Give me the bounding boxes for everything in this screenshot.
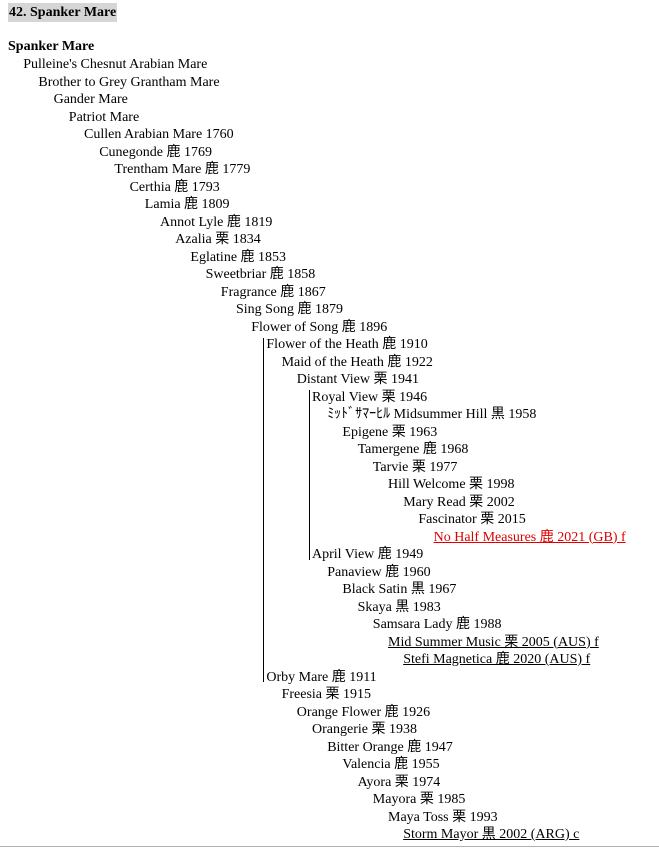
branch-line-flower-of-song	[263, 338, 264, 682]
pedigree-row: Eglatine 鹿 1853	[190, 249, 287, 265]
pedigree-row: Orby Mare 鹿 1911	[266, 669, 377, 685]
descendant-link[interactable]: Storm Mayor 黒 2002 (ARG) c	[403, 827, 580, 842]
pedigree-row: Flower of Song 鹿 1896	[251, 319, 388, 335]
pedigree-row: Trentham Mare 鹿 1779	[114, 162, 251, 177]
pedigree-row: Brother to Grey Grantham Mare	[38, 74, 220, 90]
pedigree-row: Sweetbriar 鹿 1858	[205, 267, 316, 282]
pedigree-row: Maya Toss 栗 1993	[388, 809, 498, 825]
pedigree-row: Hill Welcome 栗 1998	[388, 477, 515, 492]
pedigree-row: Epigene 栗 1963	[342, 424, 438, 440]
pedigree-row: Annot Lyle 鹿 1819	[160, 214, 273, 230]
bottom-divider	[0, 846, 659, 847]
pedigree-row: Azalia 栗 1834	[175, 232, 261, 247]
pedigree-row: Sing Song 鹿 1879	[236, 302, 343, 317]
pedigree-row: Mary Read 栗 2002	[403, 494, 515, 510]
descendant-link[interactable]: Stefi Magnetica 鹿 2020 (AUS) f	[403, 652, 591, 667]
pedigree-row: Bitter Orange 鹿 1947	[327, 739, 453, 755]
pedigree-row: Panaview 鹿 1960	[327, 564, 431, 580]
pedigree-row: Royal View 栗 1946	[312, 389, 428, 405]
pedigree-row: Maid of the Heath 鹿 1922	[281, 354, 433, 370]
pedigree-row: Cunegonde 鹿 1769	[99, 144, 212, 160]
pedigree-row: Patriot Mare	[68, 109, 140, 125]
pedigree-row: Freesia 栗 1915	[281, 687, 372, 702]
pedigree-row: Gander Mare	[53, 92, 128, 107]
pedigree-row: April View 鹿 1949	[312, 547, 424, 562]
root-mare: Spanker Mare	[8, 39, 95, 54]
pedigree-row: Lamia 鹿 1809	[144, 197, 230, 212]
pedigree-row: Ayora 栗 1974	[357, 774, 441, 790]
pedigree-row: Black Satin 黒 1967	[342, 582, 457, 597]
descendant-link[interactable]: No Half Measures 鹿 2021 (GB) f	[433, 529, 626, 545]
pedigree-row: Flower of the Heath 鹿 1910	[266, 337, 428, 352]
pedigree-row: Cullen Arabian Mare 1760	[84, 127, 234, 142]
pedigree-row: Fragrance 鹿 1867	[220, 284, 326, 300]
pedigree-row: Mayora 栗 1985	[372, 792, 466, 807]
pedigree-row: ﾐｯﾄﾞｻﾏｰﾋﾙ Midsummer Hill 黒 1958	[327, 407, 537, 422]
pedigree-row: Tamergene 鹿 1968	[357, 442, 469, 457]
pedigree-row: Skaya 黒 1983	[357, 599, 441, 615]
pedigree-row: Samsara Lady 鹿 1988	[372, 617, 502, 632]
pedigree-row: Certhia 鹿 1793	[129, 179, 220, 195]
branch-line-distant-view	[309, 390, 310, 560]
pedigree-row: Pulleine's Chesnut Arabian Mare	[23, 57, 208, 72]
descendant-link[interactable]: Mid Summer Music 栗 2005 (AUS) f	[388, 634, 599, 650]
pedigree-row: Distant View 栗 1941	[296, 372, 419, 387]
pedigree-row: Valencia 鹿 1955	[342, 757, 440, 772]
pedigree-row: Orange Flower 鹿 1926	[296, 704, 431, 720]
pedigree-row: Tarvie 栗 1977	[372, 459, 458, 475]
pedigree-row: Fascinator 栗 2015	[418, 512, 526, 527]
pedigree-row: Orangerie 栗 1938	[312, 722, 417, 737]
page-heading: 42. Spanker Mare	[8, 3, 118, 22]
